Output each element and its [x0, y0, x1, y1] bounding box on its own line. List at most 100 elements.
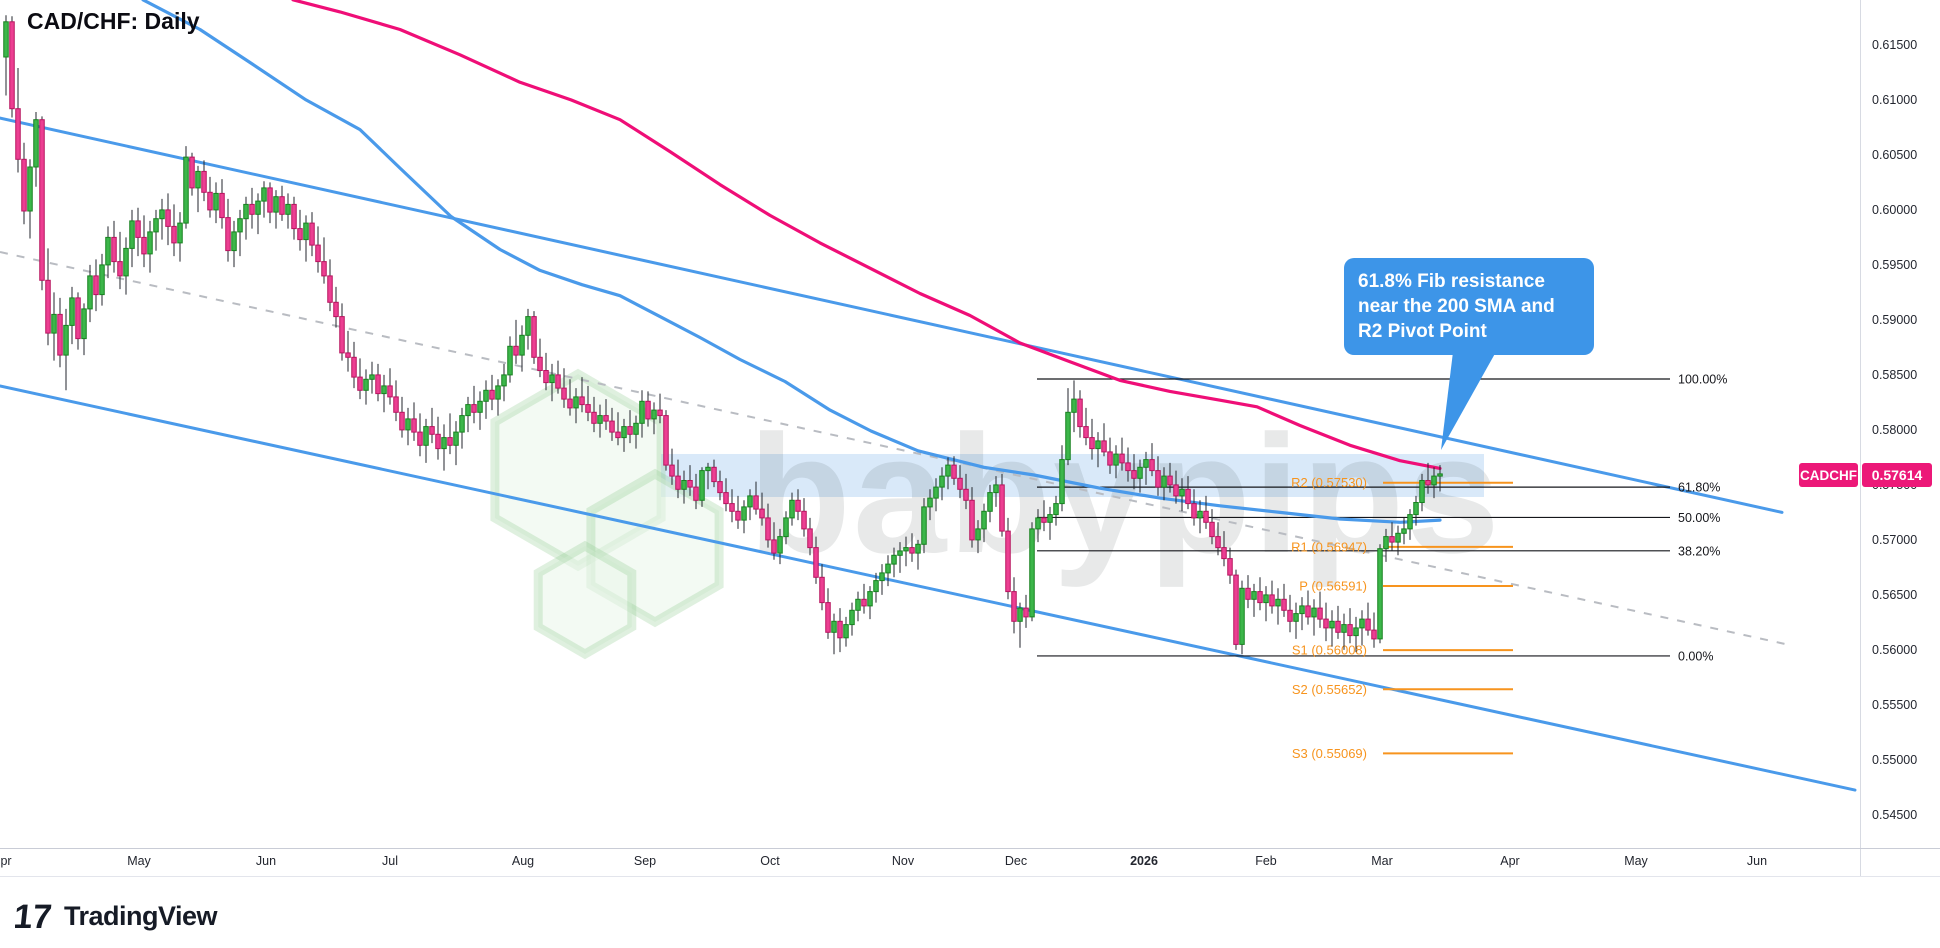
candle-down: [603, 415, 609, 422]
candle-up: [849, 609, 855, 626]
candle-down: [909, 547, 915, 554]
candle-down: [1191, 503, 1197, 519]
candle-up: [273, 196, 279, 213]
pivot-level-label: R1 (0.56947): [1291, 539, 1367, 554]
candle-down: [171, 225, 177, 244]
candle-up: [993, 484, 999, 494]
candle-up: [519, 334, 525, 356]
fib-level-label: 38.20%: [1678, 544, 1720, 558]
candle-down: [1077, 398, 1083, 428]
candle-up: [195, 170, 201, 189]
fib-resistance-callout[interactable]: 61.8% Fib resistance near the 200 SMA an…: [1344, 258, 1594, 355]
candle-up: [51, 313, 57, 334]
candle-down: [645, 400, 651, 420]
price-axis-label: 0.60000: [1872, 203, 1918, 217]
time-axis-label: Sep: [633, 854, 657, 868]
candle-up: [549, 374, 555, 384]
candle-up: [927, 497, 933, 508]
tradingview-branding[interactable]: 17 TradingView: [15, 896, 218, 936]
candle-down: [579, 396, 585, 406]
candle-down: [1287, 609, 1293, 622]
price-axis-label: 0.55000: [1872, 753, 1918, 767]
candle-down: [1083, 426, 1089, 439]
candle-up: [1395, 532, 1401, 543]
candle-up: [1053, 503, 1059, 516]
pivot-level-label: S3 (0.55069): [1292, 746, 1367, 761]
sma-200-line[interactable]: [291, 0, 1442, 470]
chart-canvas[interactable]: babypips 100.00% 61.80% 50.00% 38.20% 0.00% R2…: [0, 0, 1860, 848]
candle-up: [177, 222, 183, 244]
candle-down: [411, 418, 417, 433]
candle-up: [1239, 587, 1245, 645]
candle-up: [903, 547, 909, 552]
candle-up: [1143, 459, 1149, 468]
price-axis-label: 0.59000: [1872, 313, 1918, 327]
candle-down: [141, 236, 147, 255]
candle-down: [1365, 618, 1371, 631]
candle-down: [57, 313, 63, 356]
candle-down: [291, 203, 297, 230]
candle-up: [105, 236, 111, 266]
candle-down: [387, 385, 393, 398]
candle-up: [381, 385, 387, 395]
channel-upper-trendline[interactable]: [0, 116, 1784, 514]
candle-down: [717, 481, 723, 494]
candle-down: [1347, 624, 1353, 637]
candle-down: [1221, 547, 1227, 560]
svg-text:17: 17: [15, 898, 54, 936]
fib-level-label: 0.00%: [1678, 649, 1713, 663]
candle-up: [1059, 459, 1065, 505]
candle-up: [231, 231, 237, 252]
candle-up: [369, 374, 375, 380]
time-axis-bottom-line: [0, 876, 1940, 877]
candle-down: [687, 480, 693, 488]
candle-up: [213, 192, 219, 211]
candle-down: [771, 539, 777, 554]
channel-lower-trendline[interactable]: [0, 384, 1857, 792]
candle-down: [1155, 470, 1161, 488]
candle-down: [1125, 462, 1131, 472]
time-axis-label: Jun: [255, 854, 277, 868]
candle-up: [747, 495, 753, 508]
candle-up: [285, 203, 291, 215]
candle-up: [63, 324, 69, 356]
candle-down: [1005, 530, 1011, 593]
candle-down: [1209, 521, 1215, 538]
price-axis-label: 0.61500: [1872, 38, 1918, 52]
price-axis-label: 0.58500: [1872, 368, 1918, 382]
candle-down: [1257, 591, 1263, 604]
candle-down: [567, 398, 573, 409]
candle-up: [843, 624, 849, 639]
candle-down: [267, 187, 273, 213]
candle-up: [705, 466, 711, 472]
candle-down: [999, 484, 1005, 532]
candle-up: [915, 543, 921, 554]
candle-down: [585, 404, 591, 413]
candle-up: [27, 166, 33, 212]
price-axis-label: 0.59500: [1872, 258, 1918, 272]
candle-up: [891, 554, 897, 565]
candle-down: [1041, 517, 1047, 523]
fib-level-label: 100.00%: [1678, 372, 1727, 386]
babypips-watermark: babypips: [748, 400, 1501, 588]
candle-down: [1389, 536, 1395, 543]
price-axis-label: 0.61000: [1872, 93, 1918, 107]
candle-up: [1311, 607, 1317, 618]
time-axis-label: Jul: [382, 854, 398, 868]
time-axis-label: Aug: [511, 854, 535, 868]
watermark-hexagon-icon: [533, 540, 637, 660]
candle-down: [9, 21, 15, 110]
time-axis-label: Mar: [1371, 854, 1393, 868]
candle-down: [663, 415, 669, 466]
candle-down: [765, 517, 771, 541]
candle-up: [945, 464, 951, 477]
candle-down: [489, 389, 495, 400]
candle-down: [321, 261, 327, 277]
candle-down: [675, 475, 681, 490]
candle-down: [111, 236, 117, 263]
candle-down: [429, 426, 435, 435]
candle-up: [363, 378, 369, 391]
candle-down: [447, 437, 453, 446]
time-axis-label: Jun: [1746, 854, 1768, 868]
price-axis-label: 0.55500: [1872, 698, 1918, 712]
